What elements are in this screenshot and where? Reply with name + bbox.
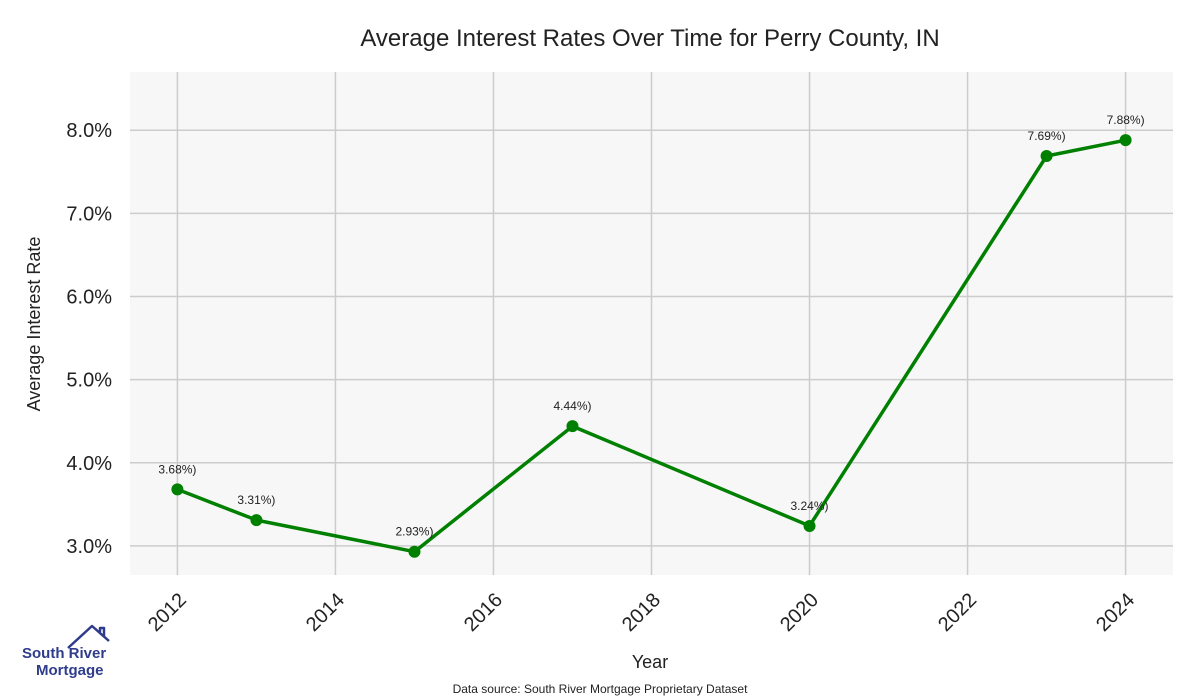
logo-text-line1: South River	[22, 645, 106, 662]
x-tick-label: 2024	[1092, 589, 1139, 636]
data-label: 7.69%)	[1028, 129, 1066, 143]
y-tick-label: 8.0%	[66, 120, 112, 142]
chart-title: Average Interest Rates Over Time for Per…	[360, 25, 939, 52]
data-label: 4.44%)	[553, 399, 591, 413]
x-tick-label: 2014	[302, 589, 349, 636]
y-axis-label: Average Interest Rate	[24, 237, 44, 412]
x-tick-label: 2012	[144, 589, 191, 636]
data-point	[803, 519, 816, 532]
logo-text-line2: Mortgage	[36, 662, 104, 679]
x-tick-label: 2022	[934, 589, 981, 636]
house-roof-icon	[67, 624, 110, 649]
data-point	[1040, 149, 1053, 162]
y-tick-label: 3.0%	[66, 536, 112, 558]
x-axis-label: Year	[632, 652, 668, 672]
data-label: 3.24%)	[791, 499, 829, 513]
y-tick-label: 4.0%	[66, 453, 112, 475]
south-river-mortgage-logo: South River Mortgage	[22, 624, 110, 679]
x-tick-label: 2020	[776, 589, 823, 636]
y-tick-label: 6.0%	[66, 286, 112, 308]
data-point	[171, 483, 184, 496]
y-tick-label: 7.0%	[66, 203, 112, 225]
data-point	[1119, 134, 1132, 147]
y-tick-label: 5.0%	[66, 370, 112, 392]
x-tick-label: 2016	[460, 589, 507, 636]
data-point	[408, 545, 421, 558]
data-point	[566, 420, 579, 433]
data-label: 3.68%)	[158, 462, 196, 476]
data-label: 7.88%)	[1107, 113, 1145, 127]
data-point	[250, 514, 263, 527]
data-label: 3.31%)	[237, 493, 275, 507]
data-label: 2.93%)	[395, 525, 433, 539]
grid	[130, 72, 1173, 575]
data-source-note: Data source: South River Mortgage Propri…	[453, 682, 748, 696]
series: 3.68%) 3.31%) 2.93%) 4.44%) 3.24%) 7.69%) 7.88…	[158, 113, 1145, 558]
x-tick-label: 2018	[618, 589, 665, 636]
